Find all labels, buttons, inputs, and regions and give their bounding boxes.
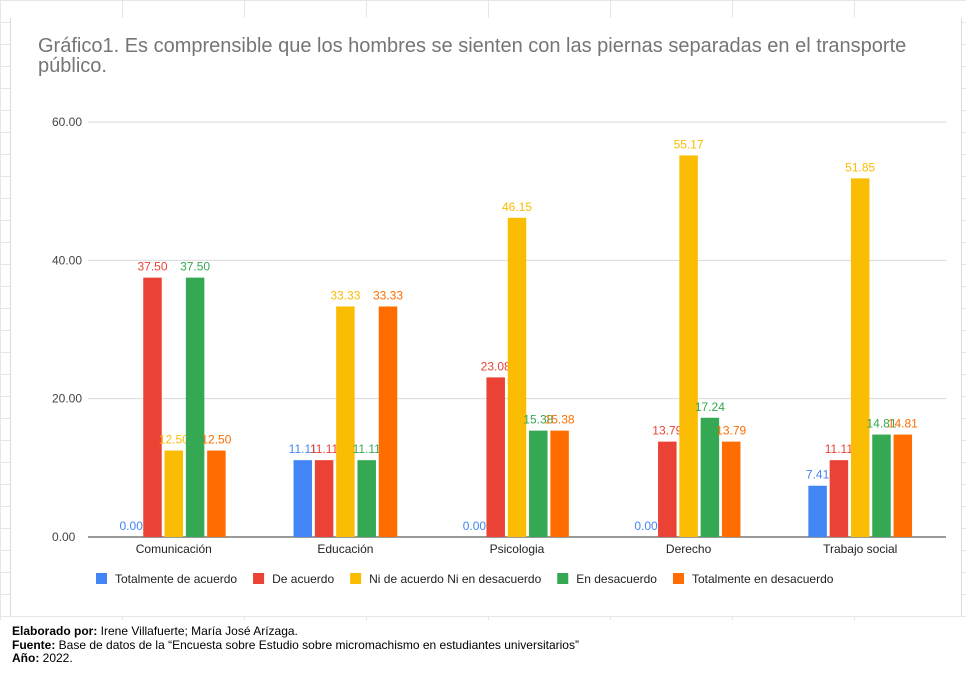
year-line: Año: 2022. — [12, 651, 952, 666]
data-label: 51.85 — [845, 160, 875, 174]
legend-label: Totalmente de acuerdo — [115, 572, 237, 586]
x-tick-label: Trabajo social — [823, 542, 897, 556]
legend-label: De acuerdo — [272, 572, 334, 586]
bar — [143, 277, 162, 537]
bar — [721, 441, 741, 537]
y-tick-label: 0.00 — [52, 530, 76, 544]
data-label: 0.00 — [120, 519, 144, 533]
data-label: 37.50 — [180, 260, 210, 274]
data-label: 23.08 — [481, 359, 511, 373]
bar — [529, 430, 548, 537]
data-label: 12.50 — [159, 433, 189, 447]
legend-swatch — [557, 573, 569, 584]
data-label: 0.00 — [463, 519, 487, 533]
bar — [378, 306, 398, 537]
x-tick-label: Psicologia — [490, 542, 545, 556]
bar — [829, 460, 849, 537]
data-label: 33.33 — [373, 288, 403, 302]
year-label: Año: — [12, 651, 40, 665]
bar — [550, 430, 569, 537]
data-label: 15.38 — [523, 413, 553, 427]
bar — [207, 450, 226, 537]
data-label: 7.41 — [806, 468, 830, 482]
y-tick-label: 20.00 — [52, 392, 82, 406]
legend-swatch — [350, 573, 362, 584]
data-label: 46.15 — [502, 200, 532, 214]
author-value: Irene Villafuerte; María José Arízaga. — [97, 624, 298, 638]
data-label: 14.81 — [888, 417, 918, 431]
bar — [658, 441, 677, 537]
legend-swatch — [672, 573, 684, 584]
data-label: 11.11 — [825, 442, 854, 456]
bar — [808, 485, 827, 537]
bar — [893, 434, 913, 537]
bar — [700, 417, 720, 537]
data-label: 15.38 — [545, 413, 575, 427]
data-label: 17.24 — [695, 400, 725, 414]
data-label: 11.11 — [289, 442, 318, 456]
source-line: Fuente: Base de datos de la “Encuesta so… — [12, 637, 952, 653]
data-label: 13.79 — [652, 424, 682, 438]
x-tick-label: Derecho — [666, 542, 712, 556]
data-label: 14.81 — [866, 417, 896, 431]
year-value: 2022. — [39, 651, 73, 665]
data-label: 55.17 — [674, 137, 704, 151]
bar-chart: 0.00 20.00 40.00 60.00 0.00 37.50 12.50 37.50 12… — [52, 115, 946, 586]
legend-swatch — [96, 573, 107, 584]
legend-swatch — [253, 573, 265, 584]
y-tick-label: 60.00 — [52, 115, 82, 129]
source-label: Fuente: — [12, 637, 56, 652]
bar — [164, 450, 184, 537]
data-label: 37.50 — [137, 260, 167, 274]
data-label: 11.11 — [310, 442, 339, 456]
bar — [850, 178, 870, 537]
data-label: 13.79 — [716, 424, 746, 438]
data-label: 11.11 — [353, 442, 382, 456]
bar — [507, 217, 527, 537]
author-line: Elaborado por: Irene Villafuerte; María … — [12, 624, 952, 639]
bar — [336, 306, 355, 537]
data-label: 12.50 — [201, 433, 231, 447]
source-notes: Elaborado por: Irene Villafuerte; María … — [12, 624, 952, 666]
bar — [293, 460, 313, 537]
source-value: Base de datos de la “Encuesta sobre Estu… — [55, 637, 579, 652]
legend-label: En desacuerdo — [576, 572, 657, 586]
data-label: 33.33 — [330, 288, 360, 302]
y-tick-label: 40.00 — [52, 253, 82, 267]
data-label: 0.00 — [634, 519, 658, 533]
author-label: Elaborado por: — [12, 624, 98, 638]
bar — [872, 434, 891, 537]
bar — [679, 155, 698, 537]
x-tick-label: Comunicación — [136, 542, 212, 556]
bar — [357, 460, 376, 537]
legend-label: Ni de acuerdo Ni en desacuerdo — [369, 572, 541, 586]
legend-label: Totalmente en desacuerdo — [692, 572, 834, 586]
bar — [486, 377, 505, 537]
bar — [185, 277, 205, 537]
x-tick-label: Educación — [317, 542, 373, 556]
chart-title: Gráfico1. Es comprensible que los hombre… — [38, 35, 907, 77]
bar — [314, 460, 334, 537]
